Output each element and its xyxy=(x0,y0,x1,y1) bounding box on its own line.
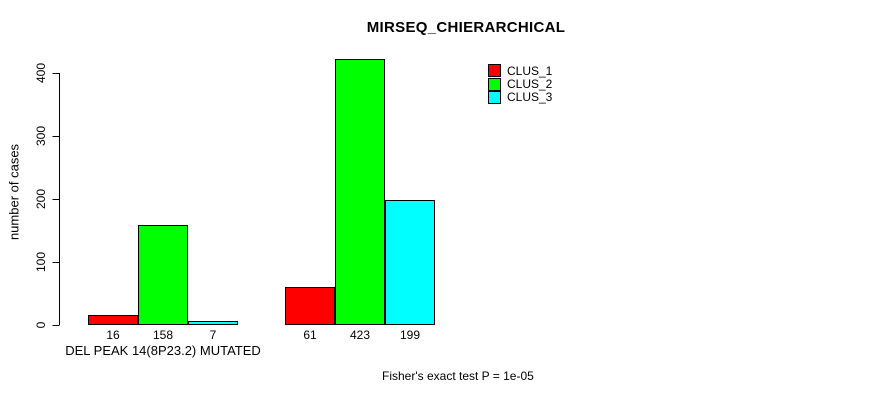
y-tick-label: 100 xyxy=(34,251,48,273)
y-axis-line xyxy=(52,73,60,326)
bar-value-label: 158 xyxy=(152,328,174,342)
legend: CLUS_1 CLUS_2 CLUS_3 xyxy=(488,64,552,104)
legend-label: CLUS_1 xyxy=(507,63,553,78)
y-tick-label: 200 xyxy=(34,188,48,210)
y-tick-label: 0 xyxy=(34,321,48,329)
bar-clus_2-group1 xyxy=(138,225,188,325)
bar-value-label: 16 xyxy=(106,328,120,342)
y-tick-label: 400 xyxy=(34,62,48,84)
legend-swatch-icon xyxy=(488,90,501,104)
legend-row: CLUS_2 xyxy=(488,77,553,92)
legend-row: CLUS_1 xyxy=(488,63,553,78)
bar-value-label: 199 xyxy=(399,328,421,342)
bar-clus_3-group1 xyxy=(188,320,238,325)
legend-swatch-icon xyxy=(488,64,501,78)
bar-clus_1-group1 xyxy=(88,314,138,325)
legend-label: CLUS_2 xyxy=(507,77,553,92)
bar-clus_1-group2 xyxy=(285,286,335,325)
legend-swatch-icon xyxy=(488,77,501,91)
y-tick-label: 300 xyxy=(34,125,48,147)
bar-value-label: 423 xyxy=(349,328,371,342)
x-category-label: DEL PEAK 14(8P23.2) MUTATED xyxy=(65,343,261,358)
chart-title: MIRSEQ_CHIERARCHICAL xyxy=(366,19,566,36)
bar-value-label: 61 xyxy=(303,328,317,342)
legend-row: CLUS_3 xyxy=(488,90,553,105)
bar-clus_3-group2 xyxy=(385,199,435,325)
bar-clus_2-group2 xyxy=(335,58,385,325)
bar-value-label: 7 xyxy=(209,328,217,342)
footnote: Fisher's exact test P = 1e-05 xyxy=(382,369,534,383)
legend-label: CLUS_3 xyxy=(507,90,553,105)
